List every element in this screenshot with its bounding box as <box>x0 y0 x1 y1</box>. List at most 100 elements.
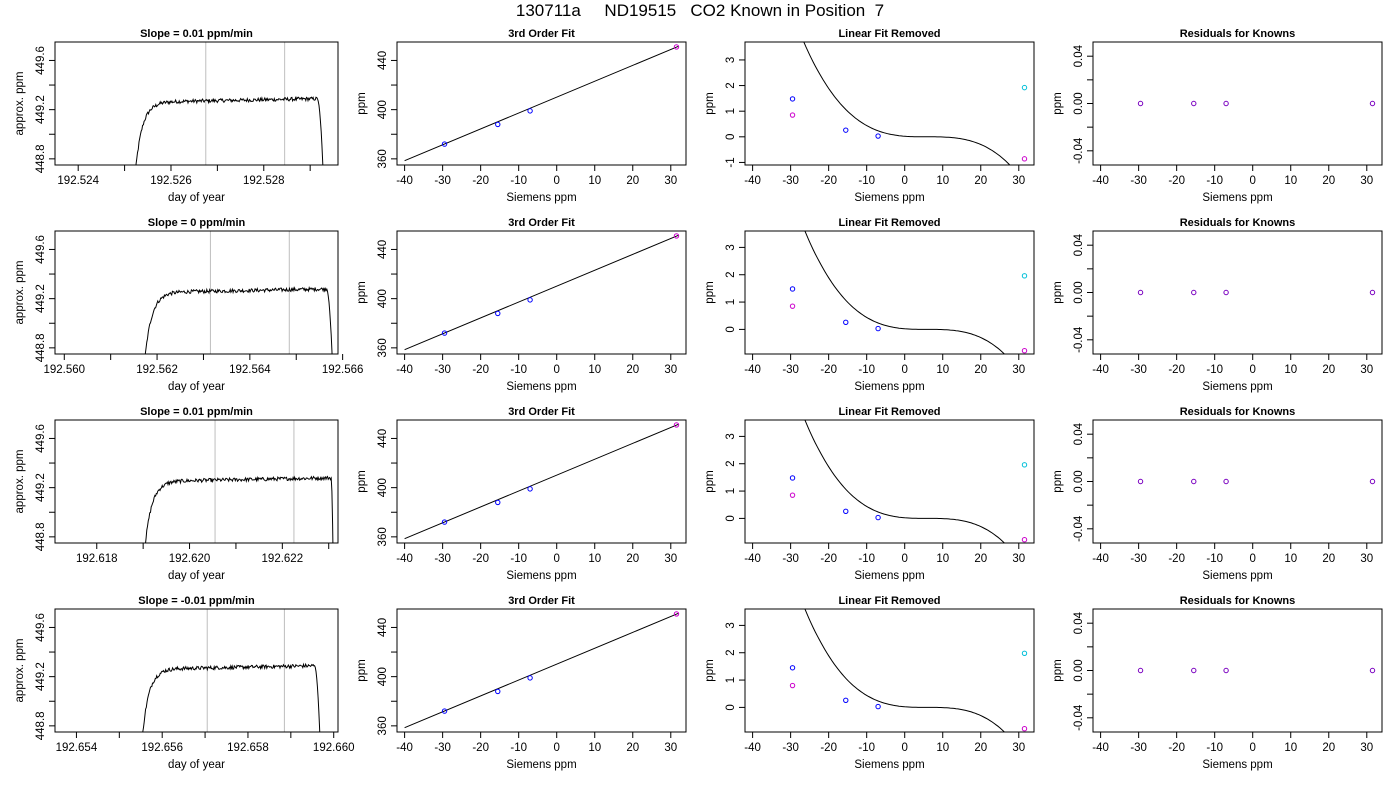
target-point <box>1021 273 1028 279</box>
fit-curve <box>404 423 679 540</box>
x-tick-label: -40 <box>396 742 413 754</box>
x-tick-label: 20 <box>974 742 987 754</box>
known-point <box>495 310 501 317</box>
x-tick-label: 192.526 <box>150 175 192 187</box>
y-axis-label: ppm <box>1052 659 1064 681</box>
x-tick-label: -30 <box>1130 175 1147 187</box>
plot-area <box>1137 100 1376 107</box>
y-tick-label: 1 <box>725 677 737 683</box>
residual-point <box>1137 289 1144 296</box>
x-tick-label: -10 <box>510 364 527 376</box>
panel-linear-row-1: Linear Fit Removed-40 -30 -20 -10 0 10 20 30-10… <box>704 28 1035 204</box>
x-tick-label: -10 <box>1206 364 1223 376</box>
y-tick-label: 440 <box>377 240 389 259</box>
x-tick-label: -40 <box>744 364 761 376</box>
plot-area <box>789 231 1028 354</box>
x-tick-label: 0 <box>1250 364 1256 376</box>
y-tick-label: 400 <box>377 289 389 308</box>
plot-frame <box>1092 608 1383 733</box>
x-tick-label: -10 <box>858 364 875 376</box>
known-point <box>875 325 881 332</box>
known-point <box>1021 348 1028 354</box>
y-tick-label: 400 <box>377 100 389 119</box>
known-point <box>673 422 680 428</box>
known-point <box>527 675 533 681</box>
y-tick-label: 448.8 <box>35 144 47 173</box>
known-point <box>441 708 448 714</box>
panel-title: Slope = 0.01 ppm/min <box>140 28 253 40</box>
target-point <box>1021 462 1028 468</box>
x-tick-label: 30 <box>1360 175 1373 187</box>
x-axis-label: Siemens ppm <box>854 570 924 582</box>
known-point <box>527 486 533 492</box>
x-tick-label: -20 <box>820 364 837 376</box>
plot-area <box>404 44 680 162</box>
x-tick-label: -10 <box>510 742 527 754</box>
x-tick-label: 10 <box>1284 742 1297 754</box>
x-tick-label: 20 <box>974 175 987 187</box>
y-tick-label: 449.6 <box>35 46 47 75</box>
panel-title: 3rd Order Fit <box>508 595 575 607</box>
x-tick-label: 0 <box>1250 553 1256 565</box>
known-point <box>495 121 501 128</box>
plot-frame <box>396 41 687 166</box>
co2-trace-line <box>135 95 324 165</box>
plot-area <box>1137 478 1376 485</box>
x-tick-label: 20 <box>626 742 639 754</box>
x-axis-label: Siemens ppm <box>506 192 576 204</box>
plot-area <box>404 422 680 540</box>
x-axis-label: Siemens ppm <box>1202 381 1272 393</box>
x-tick-label: -30 <box>1130 742 1147 754</box>
known-point <box>441 330 448 336</box>
co2-trace-line <box>144 285 333 354</box>
x-tick-label: 20 <box>1322 553 1335 565</box>
x-tick-label: -20 <box>1168 364 1185 376</box>
x-tick-label: 0 <box>902 175 908 187</box>
x-axis-label: Siemens ppm <box>506 381 576 393</box>
cubic-curve <box>804 420 1006 543</box>
panel-title: Slope = 0.01 ppm/min <box>140 406 253 418</box>
y-tick-label: 0 <box>725 134 737 140</box>
x-tick-label: 30 <box>664 742 677 754</box>
x-tick-label: -20 <box>1168 553 1185 565</box>
y-tick-label: 0.00 <box>1073 92 1085 114</box>
y-tick-label: 3 <box>725 244 737 250</box>
y-tick-label: 2 <box>725 650 737 656</box>
known-point <box>789 665 796 671</box>
y-axis-label: ppm <box>356 470 368 492</box>
y-tick-label: 2 <box>725 82 737 88</box>
x-axis-label: Siemens ppm <box>854 381 924 393</box>
y-axis-label: approx. ppm <box>14 261 26 325</box>
x-tick-label: -10 <box>1206 175 1223 187</box>
y-tick-label: 2 <box>725 461 737 467</box>
plot-frame <box>744 230 1035 355</box>
plot-area <box>789 609 1028 732</box>
y-axis-label: ppm <box>704 659 716 681</box>
x-tick-label: 30 <box>1360 742 1373 754</box>
residual-point <box>1223 100 1229 107</box>
panel-title: Linear Fit Removed <box>838 28 940 40</box>
panel-title: Residuals for Knowns <box>1180 595 1296 607</box>
y-tick-label: 449.2 <box>35 95 47 124</box>
x-tick-label: 10 <box>588 175 601 187</box>
y-tick-label: 449.2 <box>35 284 47 313</box>
x-tick-label: -40 <box>744 742 761 754</box>
y-tick-label: 0.04 <box>1073 233 1085 256</box>
cubic-curve <box>804 231 1006 354</box>
x-tick-label: 192.620 <box>169 553 211 565</box>
x-tick-label: 20 <box>1322 175 1335 187</box>
y-axis-label: ppm <box>356 92 368 114</box>
x-tick-label: -20 <box>820 553 837 565</box>
known-point <box>875 133 881 139</box>
x-tick-label: 30 <box>1360 364 1373 376</box>
x-tick-label: 0 <box>554 742 560 754</box>
known-point <box>495 688 501 695</box>
cubic-curve <box>804 609 1006 732</box>
x-tick-label: -20 <box>1168 742 1185 754</box>
y-tick-label: 360 <box>377 716 389 735</box>
x-tick-label: 192.566 <box>322 364 364 376</box>
x-tick-label: 192.656 <box>141 742 183 754</box>
y-axis-label: approx. ppm <box>14 72 26 136</box>
x-tick-label: 192.654 <box>56 742 98 754</box>
x-tick-label: 10 <box>936 175 949 187</box>
